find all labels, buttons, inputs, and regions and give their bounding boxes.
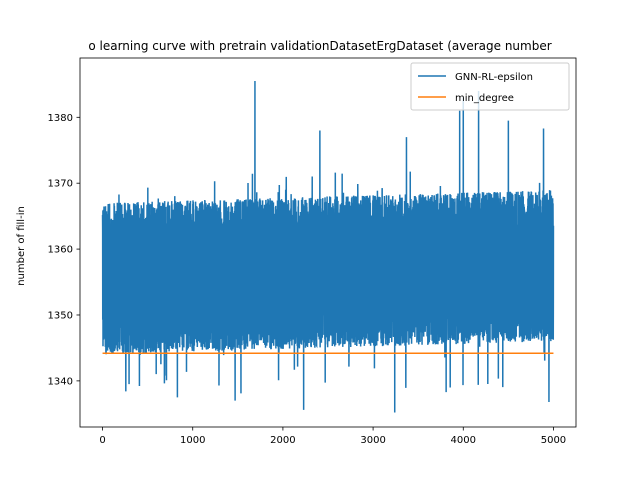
y-tick-label: 1380 bbox=[48, 113, 73, 124]
x-tick-label: 5000 bbox=[541, 435, 566, 446]
axes-frame bbox=[79, 57, 577, 428]
legend-label-gnn: GNN-RL-epsilon bbox=[455, 72, 533, 83]
y-tick-label: 1340 bbox=[48, 376, 73, 387]
x-tick-label: 2000 bbox=[270, 435, 295, 446]
legend-label-min-degree: min_degree bbox=[455, 93, 514, 104]
y-axis-label: number of fill-in bbox=[16, 206, 27, 286]
x-tick-label: 4000 bbox=[451, 435, 476, 446]
x-axis: 0 1000 2000 3000 4000 5000 bbox=[99, 427, 566, 446]
x-tick-label: 1000 bbox=[180, 435, 205, 446]
legend: GNN-RL-epsilon min_degree bbox=[410, 62, 570, 111]
legend-box bbox=[410, 62, 570, 111]
chart-title: o learning curve with pretrain validatio… bbox=[88, 39, 551, 53]
x-tick-label: 0 bbox=[99, 435, 105, 446]
y-axis: 1340 1350 1360 1370 1380 bbox=[48, 113, 80, 387]
y-tick-label: 1350 bbox=[48, 310, 73, 321]
plot-area bbox=[79, 57, 577, 428]
series-line-gnn-rl-epsilon bbox=[101, 81, 555, 413]
x-tick-label: 3000 bbox=[360, 435, 385, 446]
y-tick-label: 1370 bbox=[48, 179, 73, 190]
y-tick-label: 1360 bbox=[48, 245, 73, 256]
